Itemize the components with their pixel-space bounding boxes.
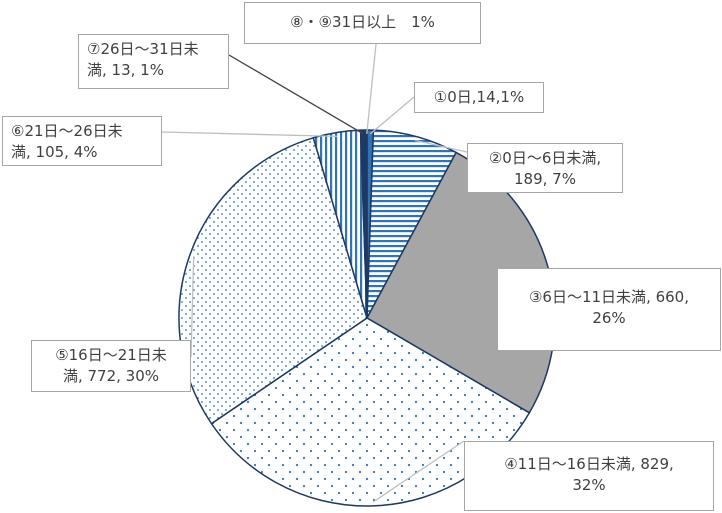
pie-slice bbox=[178, 136, 368, 425]
data-label: ④11日～16日未満, 829, 32% bbox=[464, 441, 714, 511]
data-label-line: ⑦26日～31日未 bbox=[87, 40, 199, 58]
data-label: ⑤16日～21日未 満, 772, 30% bbox=[31, 340, 191, 392]
leader-line bbox=[369, 96, 415, 135]
data-label-line: 満, 772, 30% bbox=[62, 367, 160, 385]
data-label-line: 26% bbox=[592, 309, 626, 327]
data-label-line: ⑥21日～26日未 bbox=[11, 122, 123, 140]
data-label-line: ④11日～16日未満, 829, bbox=[504, 455, 674, 473]
data-label-line: ⑤16日～21日未 bbox=[55, 346, 167, 364]
data-label-line: ⑧・⑨31日以上 1% bbox=[290, 13, 435, 31]
leader-line bbox=[414, 139, 468, 153]
data-label-line: ①0日,14,1% bbox=[433, 88, 525, 106]
data-label-line: 満, 13, 1% bbox=[87, 61, 164, 79]
data-label: ⑦26日～31日未 満, 13, 1% bbox=[78, 34, 229, 89]
leader-line bbox=[372, 440, 465, 503]
data-label: ⑧・⑨31日以上 1% bbox=[244, 2, 481, 44]
leader-line bbox=[161, 131, 338, 138]
data-label-line: ②0日～6日未満, bbox=[488, 149, 602, 167]
data-label-line: 189, 7% bbox=[514, 170, 576, 188]
leader-line bbox=[190, 256, 195, 358]
data-label-line: 32% bbox=[572, 476, 606, 494]
data-label: ②0日～6日未満, 189, 7% bbox=[467, 143, 623, 193]
data-label-line: 満, 105, 4% bbox=[11, 143, 98, 161]
data-label: ①0日,14,1% bbox=[414, 82, 544, 113]
leader-line bbox=[366, 43, 377, 135]
leader-line bbox=[228, 54, 364, 135]
data-label: ③6日～11日未満, 660, 26% bbox=[497, 268, 721, 351]
data-label-line: ③6日～11日未満, 660, bbox=[528, 288, 689, 306]
data-label: ⑥21日～26日未 満, 105, 4% bbox=[2, 116, 162, 166]
